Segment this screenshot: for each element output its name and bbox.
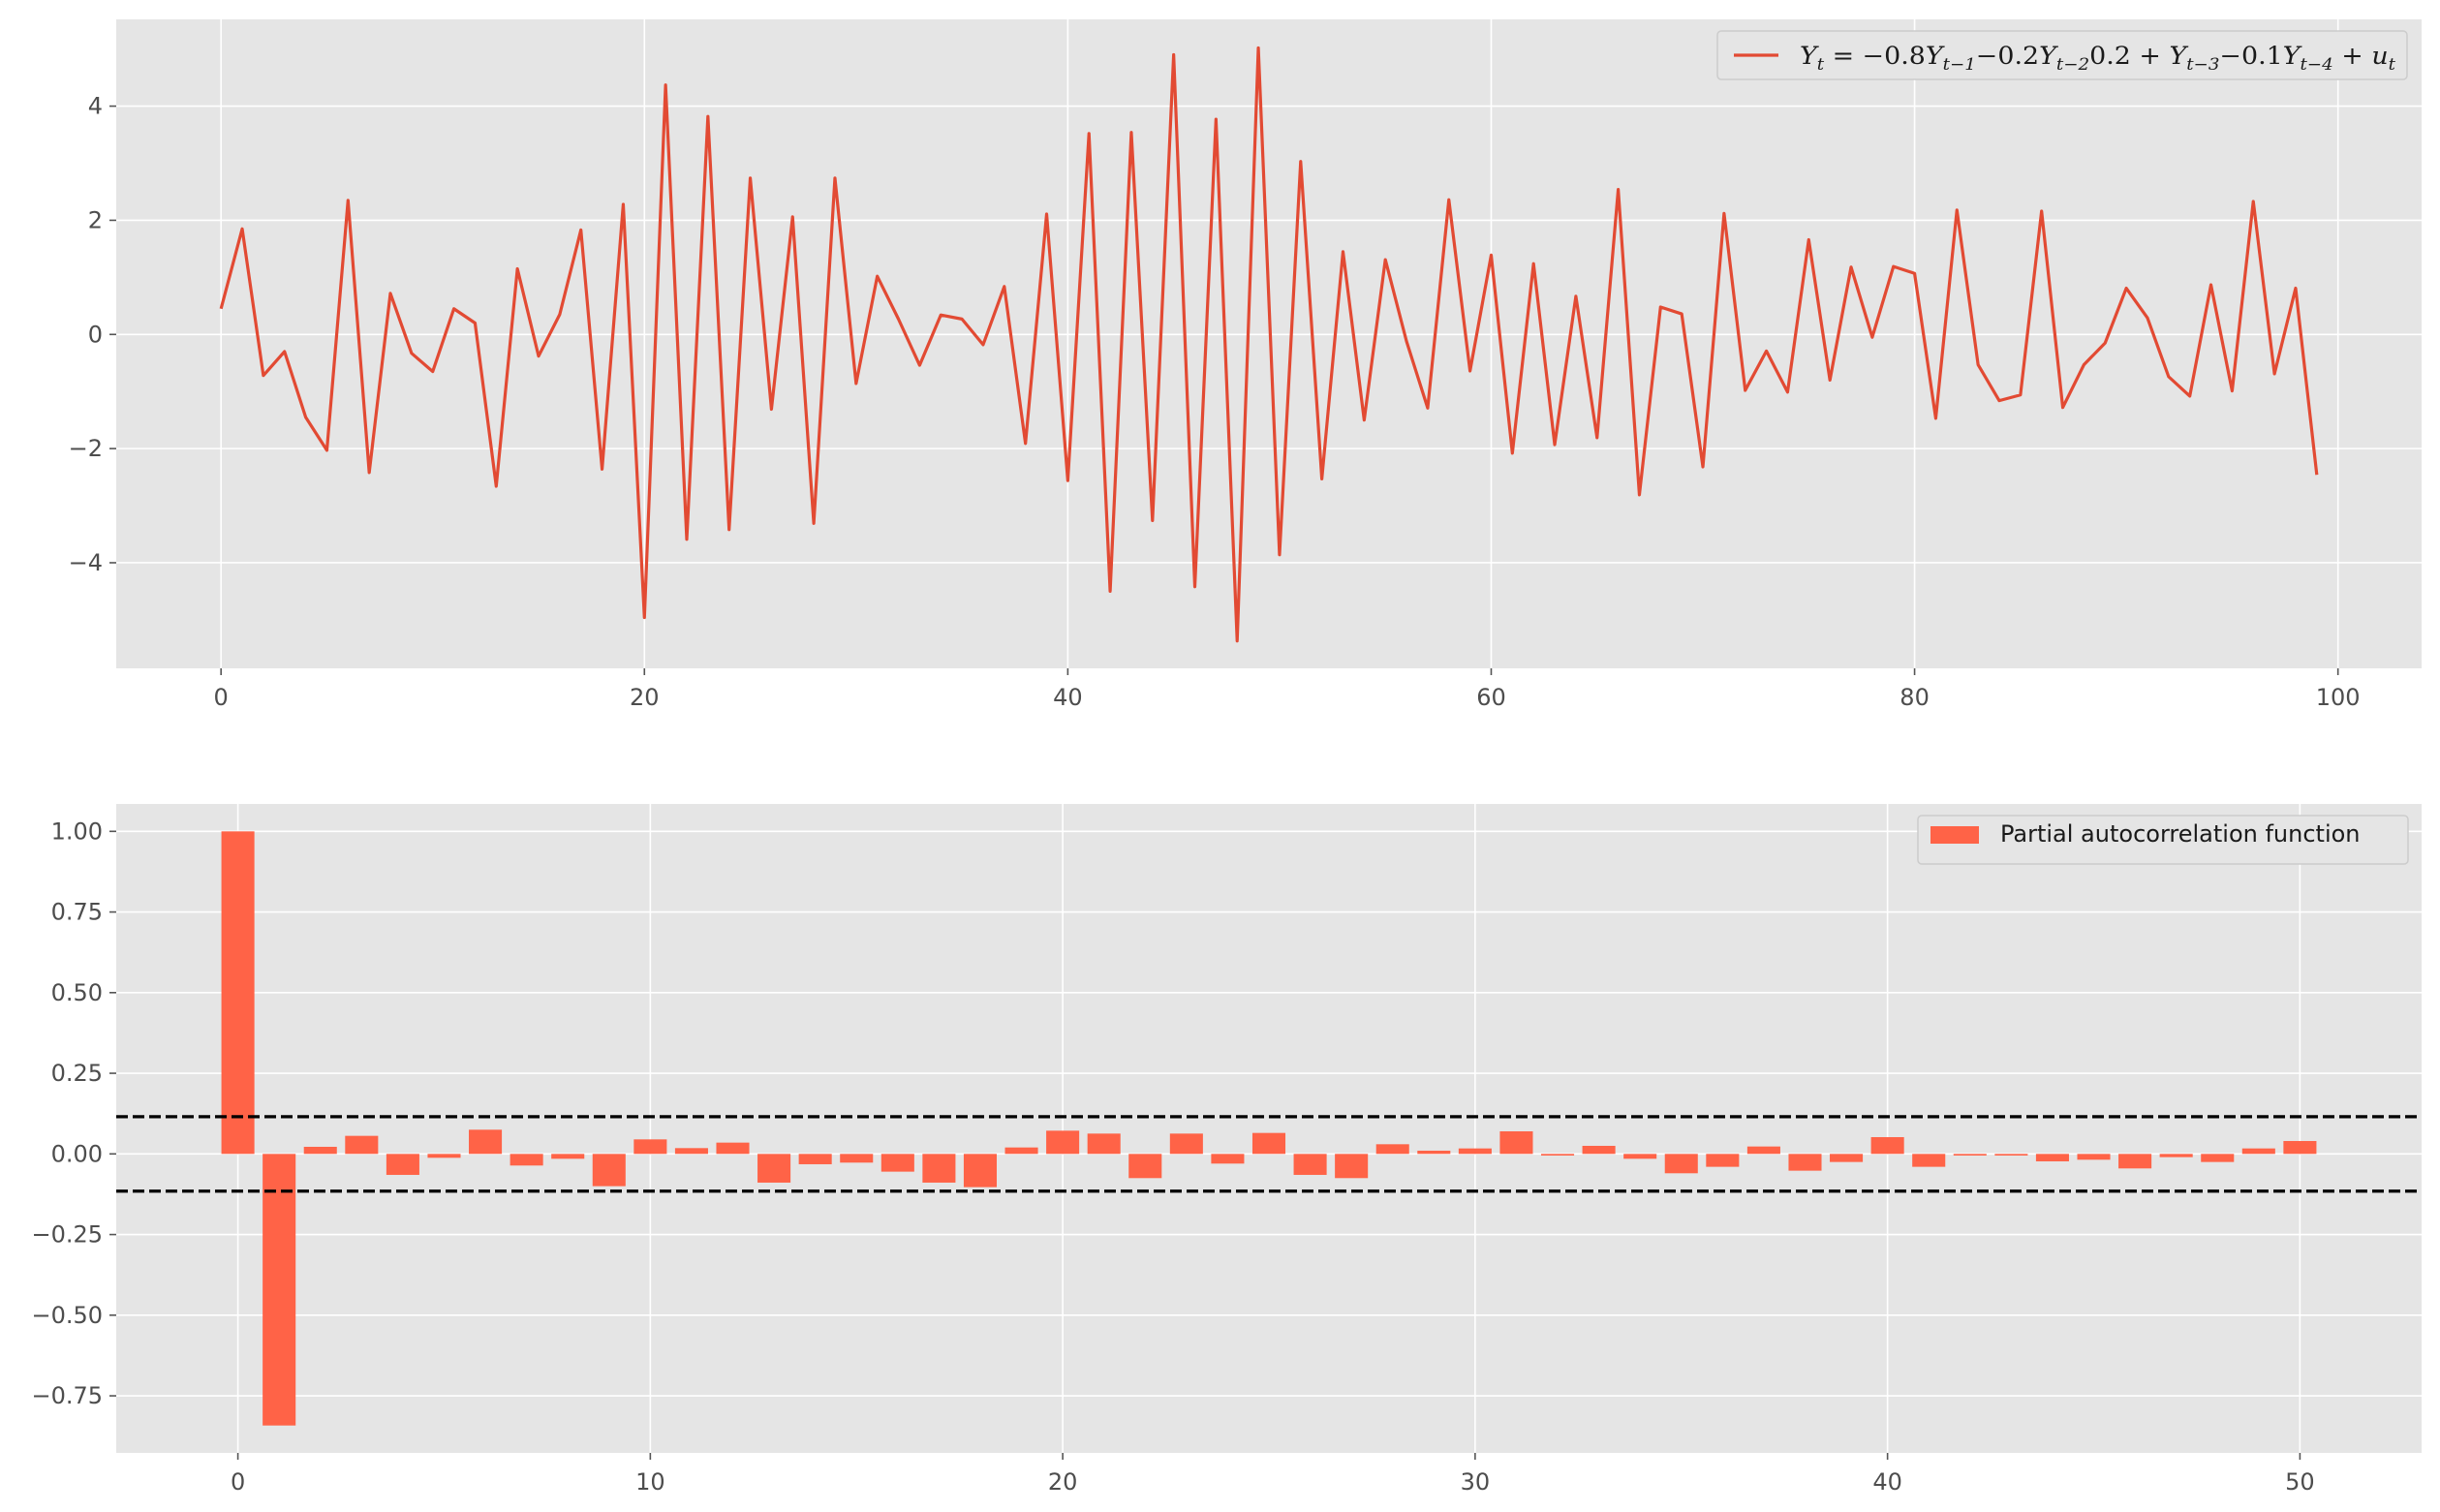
pacf-bar	[1870, 1136, 1904, 1155]
pacf-confidence-bounds	[116, 1115, 2422, 1193]
pacf-axes: 0 10 20 30 40 50 −0.75 −0.50 −0.25 0.00 0.25 0.50 0.…	[31, 804, 2422, 1496]
y-tick-label: −0.25	[31, 1221, 103, 1249]
x-tick-label: 40	[1053, 684, 1083, 711]
pacf-bar	[840, 1154, 874, 1163]
y-tick-label: 0.25	[51, 1060, 103, 1087]
pacf-bar	[1953, 1154, 1987, 1156]
pacf-bar	[1912, 1154, 1946, 1167]
pacf-bar	[1458, 1148, 1492, 1155]
pacf-bar	[469, 1129, 503, 1155]
x-tick-label: 80	[1899, 684, 1930, 711]
time-series-legend: Yt = −0.8 Yt−1−0.2 Yt−20.2 + Yt−3−0.1 Yt−4 …	[1716, 30, 2408, 80]
time-series-legend-box	[1716, 30, 2408, 80]
pacf-bar	[1293, 1154, 1327, 1175]
pacf-bar	[1706, 1154, 1740, 1167]
pacf-legend-swatch	[1930, 826, 1979, 844]
time-series-axes: 0 20 40 60 80 100 −4 −2 0 2 4 Yt = −0.8 Yt−1−0.2 Yt−…	[69, 19, 2422, 711]
pacf-bar	[1499, 1131, 1533, 1155]
pacf-bar	[345, 1135, 379, 1155]
pacf-bar	[1417, 1150, 1451, 1155]
pacf-bar	[2035, 1154, 2069, 1161]
pacf-bar	[2118, 1154, 2152, 1169]
pacf-plot-area	[116, 804, 2422, 1453]
time-series-plot-area	[116, 19, 2422, 668]
pacf-legend-label: Partial autocorrelation function	[2000, 820, 2361, 848]
pacf-marks	[221, 831, 2317, 1426]
pacf-bar	[1375, 1144, 1409, 1155]
x-tick-label: 10	[635, 1468, 665, 1496]
pacf-legend-box	[1917, 815, 2409, 865]
pacf-bar	[2241, 1148, 2275, 1155]
x-tick-label: 40	[1872, 1468, 1902, 1496]
x-tick-label: 30	[1461, 1468, 1491, 1496]
y-tick-label: −4	[69, 549, 103, 576]
series-line	[219, 46, 2319, 643]
y-tick-label: 1.00	[51, 818, 103, 845]
pacf-bar	[1251, 1132, 1286, 1155]
x-tick-label: 100	[2316, 684, 2361, 711]
pacf-bar	[1128, 1154, 1162, 1179]
pacf-bar	[303, 1146, 337, 1155]
pacf-legend: Partial autocorrelation function	[1917, 815, 2409, 865]
pacf-bar	[551, 1154, 585, 1159]
y-tick-label: −0.75	[31, 1382, 103, 1409]
pacf-bar	[880, 1154, 914, 1172]
y-tick-label: 2	[88, 206, 103, 233]
pacf-bar	[2283, 1140, 2317, 1155]
pacf-bar	[221, 831, 255, 1155]
y-tick-label: 0	[88, 321, 103, 348]
pacf-bar	[633, 1139, 667, 1155]
y-tick-label: 4	[88, 93, 103, 120]
time-series-marks	[219, 46, 2319, 643]
time-series-legend-label: Yt = −0.8 Yt−1−0.2 Yt−20.2 + Yt−3−0.1 Yt−4 …	[1800, 42, 2395, 75]
pacf-bar	[1830, 1154, 1864, 1162]
pacf-bar	[1169, 1133, 1203, 1155]
y-tick-label: 0.75	[51, 899, 103, 926]
pacf-bar	[1087, 1133, 1121, 1155]
pacf-bar	[263, 1154, 296, 1426]
pacf-bar	[2077, 1154, 2111, 1160]
pacf-ticks: 0 10 20 30 40 50 −0.75 −0.50 −0.25 0.00 0.25 0.50 0.…	[31, 818, 2314, 1496]
x-tick-label: 20	[630, 684, 660, 711]
pacf-bar	[674, 1148, 708, 1155]
y-tick-label: 0.50	[51, 979, 103, 1006]
pacf-bar	[2201, 1154, 2235, 1162]
pacf-bar	[510, 1154, 543, 1166]
pacf-bar	[427, 1154, 461, 1158]
pacf-bar	[1335, 1154, 1369, 1179]
y-tick-label: −0.50	[31, 1302, 103, 1329]
x-tick-label: 50	[2285, 1468, 2315, 1496]
pacf-bar	[757, 1154, 791, 1183]
pacf-bar	[1788, 1154, 1822, 1171]
x-tick-label: 20	[1048, 1468, 1078, 1496]
y-tick-label: 0.00	[51, 1140, 103, 1167]
x-tick-label: 60	[1476, 684, 1506, 711]
pacf-bar	[1746, 1146, 1780, 1155]
y-tick-label: −2	[69, 435, 103, 462]
pacf-bar	[1623, 1154, 1657, 1159]
pacf-bar	[798, 1154, 832, 1164]
pacf-bar	[1046, 1130, 1080, 1155]
pacf-bar	[2159, 1154, 2193, 1157]
pacf-bar	[1664, 1154, 1698, 1174]
x-tick-label: 0	[231, 1468, 245, 1496]
pacf-bar	[922, 1154, 956, 1183]
pacf-bar	[1211, 1154, 1245, 1164]
pacf-bar	[1582, 1145, 1616, 1155]
pacf-bar	[1004, 1147, 1038, 1155]
x-tick-label: 0	[214, 684, 229, 711]
time-series-ticks: 0 20 40 60 80 100 −4 −2 0 2 4	[69, 93, 2361, 711]
pacf-bar	[592, 1154, 626, 1187]
pacf-bar	[386, 1154, 419, 1175]
pacf-bar	[1541, 1154, 1575, 1156]
pacf-bar	[1994, 1154, 2028, 1156]
pacf-bar	[963, 1154, 997, 1188]
pacf-bar	[716, 1142, 750, 1155]
